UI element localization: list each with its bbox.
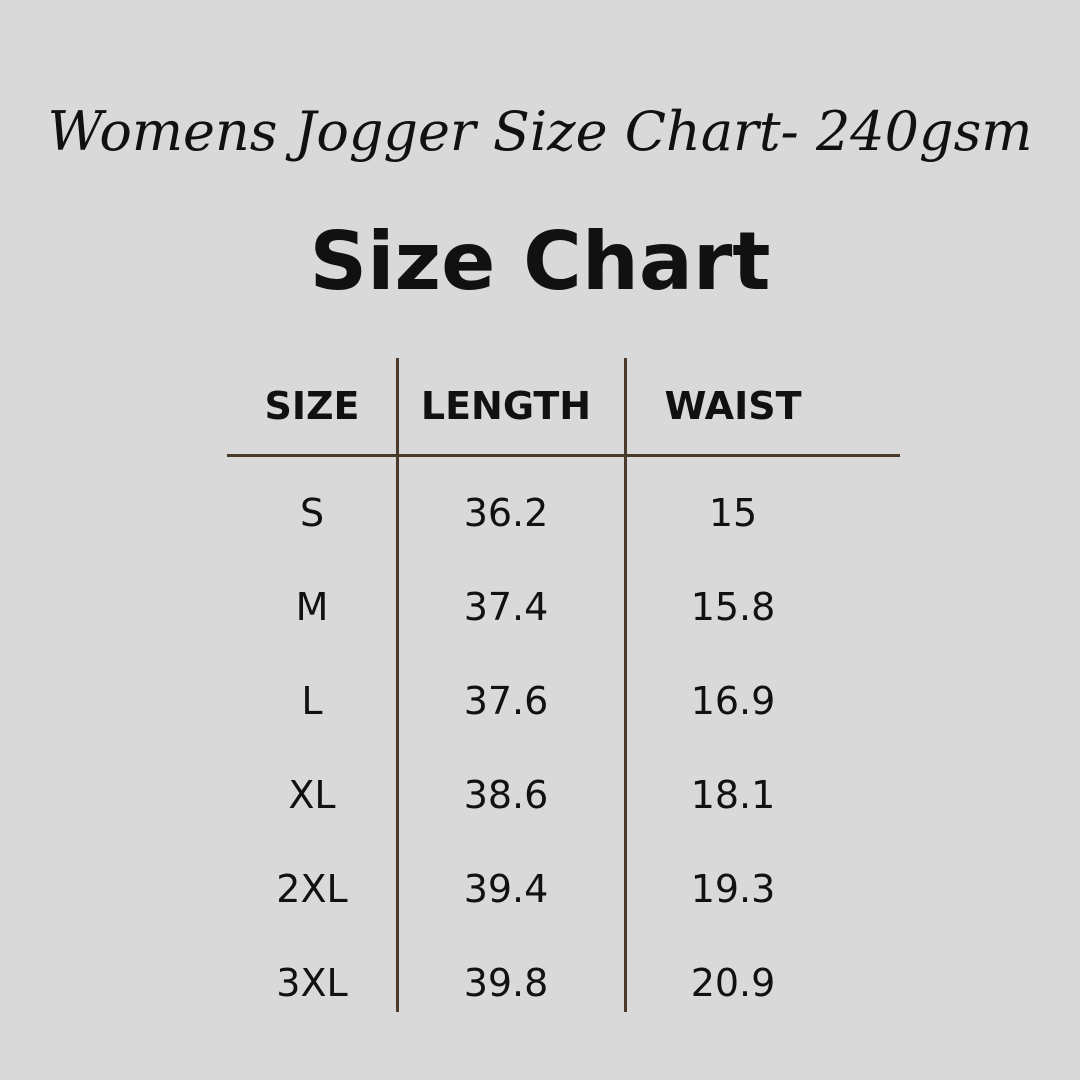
table-cell: 18.1 bbox=[690, 773, 776, 817]
table-cell: 15.8 bbox=[690, 585, 776, 629]
table-cell: 19.3 bbox=[690, 867, 776, 911]
table-cell: 38.6 bbox=[463, 773, 549, 817]
header-rule bbox=[227, 454, 900, 457]
table-cell: XL bbox=[288, 773, 336, 817]
table-cell: 37.6 bbox=[463, 679, 549, 723]
title: Size Chart bbox=[309, 215, 771, 308]
table-cell: 20.9 bbox=[690, 961, 776, 1005]
column-header: WAIST bbox=[664, 384, 802, 428]
table-cell: 15 bbox=[708, 491, 758, 535]
table-cell: M bbox=[295, 585, 329, 629]
table-cell: 2XL bbox=[276, 867, 348, 911]
table-cell: 36.2 bbox=[463, 491, 549, 535]
table-cell: L bbox=[301, 679, 323, 723]
table-cell: 39.4 bbox=[463, 867, 549, 911]
table-cell: 16.9 bbox=[690, 679, 776, 723]
subtitle: Womens Jogger Size Chart- 240gsm bbox=[47, 100, 1033, 163]
column-header: LENGTH bbox=[420, 384, 592, 428]
column-rule bbox=[396, 358, 399, 1012]
table-cell: 39.8 bbox=[463, 961, 549, 1005]
column-rule bbox=[624, 358, 627, 1012]
table-cell: S bbox=[299, 491, 325, 535]
table-cell: 37.4 bbox=[463, 585, 549, 629]
column-header: SIZE bbox=[264, 384, 360, 428]
table-cell: 3XL bbox=[276, 961, 348, 1005]
